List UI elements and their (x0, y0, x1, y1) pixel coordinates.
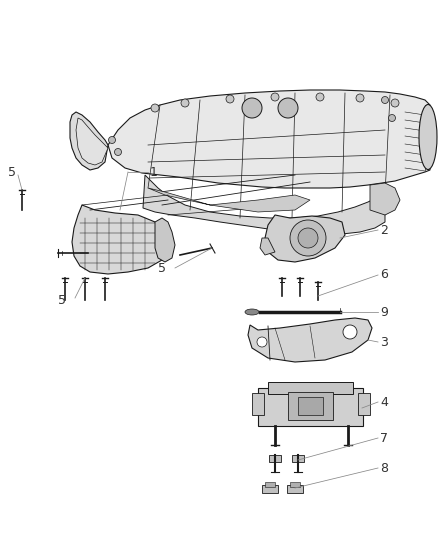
Text: 8: 8 (380, 462, 388, 474)
Circle shape (242, 98, 262, 118)
Circle shape (226, 95, 234, 103)
Polygon shape (143, 175, 385, 234)
Bar (287, 485, 303, 493)
Circle shape (290, 220, 326, 256)
Polygon shape (248, 318, 372, 362)
Polygon shape (265, 215, 345, 262)
Circle shape (271, 93, 279, 101)
Text: 2: 2 (380, 223, 388, 237)
Circle shape (391, 99, 399, 107)
Text: 6: 6 (380, 269, 388, 281)
Circle shape (114, 149, 121, 156)
Text: 1: 1 (150, 166, 158, 179)
Polygon shape (108, 90, 430, 188)
Circle shape (381, 96, 389, 103)
Circle shape (389, 115, 396, 122)
Circle shape (298, 228, 318, 248)
Text: 9: 9 (380, 305, 388, 319)
Bar (258, 388, 363, 426)
Circle shape (109, 136, 116, 143)
Polygon shape (148, 188, 310, 212)
Polygon shape (70, 112, 108, 170)
Circle shape (343, 325, 357, 339)
Bar (298, 397, 323, 415)
Bar (288, 392, 333, 420)
Text: 5: 5 (58, 294, 66, 306)
Circle shape (151, 104, 159, 112)
Text: 5: 5 (158, 262, 166, 274)
Text: 7: 7 (380, 432, 388, 445)
Bar (268, 382, 353, 394)
Circle shape (181, 99, 189, 107)
Bar (262, 485, 278, 493)
Circle shape (356, 94, 364, 102)
Polygon shape (260, 238, 275, 255)
Polygon shape (72, 205, 168, 274)
Ellipse shape (419, 104, 437, 169)
Polygon shape (76, 118, 108, 165)
Bar (292, 455, 304, 462)
Polygon shape (155, 218, 175, 262)
Text: 3: 3 (380, 335, 388, 349)
Circle shape (257, 337, 267, 347)
Bar (252, 393, 264, 415)
Bar (265, 482, 275, 487)
Text: 4: 4 (380, 395, 388, 408)
Bar (358, 393, 370, 415)
Bar (290, 482, 300, 487)
Circle shape (316, 93, 324, 101)
Ellipse shape (245, 309, 259, 315)
Circle shape (278, 98, 298, 118)
Bar (269, 455, 281, 462)
Text: 5: 5 (8, 166, 16, 179)
Polygon shape (370, 183, 400, 215)
